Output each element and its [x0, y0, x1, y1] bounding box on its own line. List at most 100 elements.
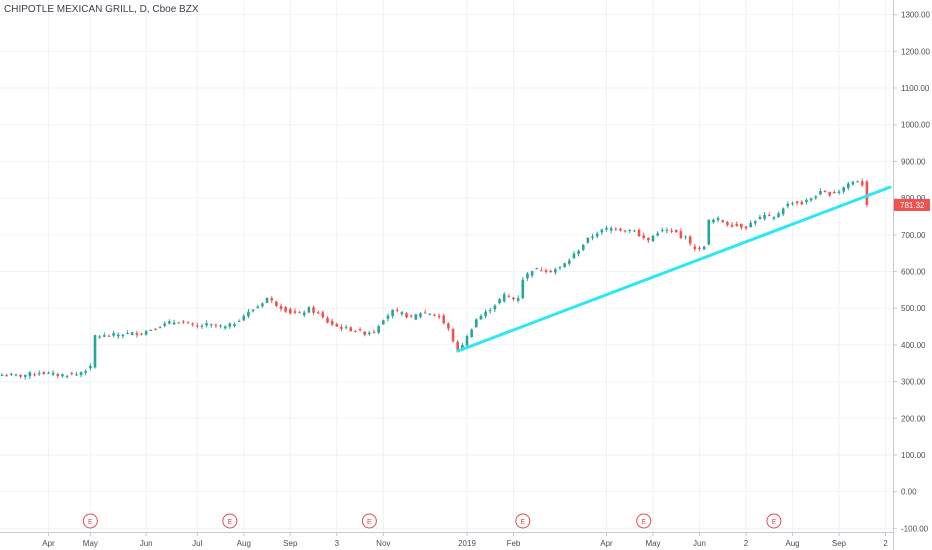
earnings-marker[interactable]: E [222, 513, 238, 529]
candle-body [437, 315, 441, 318]
candle-body [423, 312, 427, 314]
x-tick-label: Sep [832, 539, 847, 548]
earnings-marker-circle [222, 513, 238, 529]
earnings-marker-label: E [88, 519, 93, 526]
y-axis[interactable]: 1300.00 1200.00 1100.00 1000.00 900.00 800.00… [893, 11, 930, 534]
candle-body [116, 334, 120, 337]
candle-body [735, 224, 738, 226]
candle-body [493, 305, 497, 310]
candle-body [330, 320, 334, 325]
candle-body [647, 237, 650, 241]
candle-body [805, 199, 808, 203]
earnings-marker-circle [82, 513, 98, 529]
candle-body [23, 374, 27, 377]
candle-body [642, 235, 645, 239]
candle-body [326, 317, 329, 323]
candle-body [372, 331, 376, 333]
candle-body [163, 323, 167, 326]
candle-body [526, 273, 529, 279]
candle-body [688, 236, 692, 244]
x-axis[interactable]: Apr May Jun Jul Aug Sep 3 Nov 2019 Feb Apr May Jun 2 A… [42, 532, 888, 548]
candle-body [377, 326, 380, 333]
candle-body [191, 323, 194, 325]
candle-body [121, 334, 125, 337]
candle-body [572, 253, 576, 259]
x-tick-label: Jul [192, 539, 202, 548]
candle-body [433, 314, 436, 316]
candle-body [33, 374, 36, 376]
x-tick-label: 2 [744, 539, 749, 548]
candle-body [349, 327, 353, 331]
candle-body [196, 325, 199, 327]
candle-body [135, 333, 139, 336]
earnings-marker-label: E [367, 519, 372, 526]
candle-body [154, 328, 157, 330]
candle-body [363, 331, 366, 335]
candle-body [754, 221, 757, 224]
y-tick-label: 400.00 [901, 341, 926, 350]
earnings-marker-label: E [520, 519, 525, 526]
candle-body [70, 372, 74, 374]
candle-body [98, 336, 101, 338]
candle-body [814, 196, 818, 199]
candle-body [14, 374, 18, 376]
candle-body [558, 267, 562, 269]
candle-body [516, 298, 520, 301]
candle-body [628, 229, 632, 231]
candle-body [386, 315, 390, 319]
candle-body [130, 332, 134, 335]
earnings-marker-circle [515, 513, 531, 529]
candle-body [400, 312, 404, 315]
candle-body [19, 374, 22, 377]
candle-body [158, 327, 162, 329]
candle-body [795, 201, 799, 204]
x-tick-label: Aug [237, 539, 251, 548]
y-tick-label: 200.00 [901, 414, 926, 423]
candle-body [298, 312, 301, 314]
candle-body [484, 311, 487, 317]
candle-body [721, 220, 725, 223]
y-tick-label: 600.00 [901, 268, 926, 277]
earnings-marker[interactable]: E [636, 513, 652, 529]
candles [0, 178, 869, 380]
candle-body [205, 323, 208, 326]
candle-body [289, 309, 292, 314]
trendline-group [456, 185, 892, 353]
candle-body [456, 341, 459, 350]
candle-body [847, 183, 850, 189]
candle-body [251, 309, 255, 312]
trendline[interactable] [456, 185, 892, 353]
earnings-marker[interactable]: E [766, 513, 782, 529]
candle-body [633, 230, 636, 232]
candle-body [428, 313, 432, 315]
earnings-marker[interactable]: E [515, 513, 531, 529]
candle-body [419, 313, 422, 317]
candle-body [307, 307, 311, 313]
x-tick-label: Feb [507, 539, 521, 548]
candle-body [684, 236, 687, 238]
candle-body [144, 331, 148, 335]
candle-body [0, 374, 4, 376]
candle-body [749, 222, 752, 228]
candle-body [172, 322, 176, 325]
candle-body [126, 332, 129, 334]
earnings-marker[interactable]: E [82, 513, 98, 529]
earnings-marker-label: E [641, 519, 646, 526]
candle-body [698, 247, 701, 250]
candle-body [609, 228, 613, 231]
candle-body [702, 246, 706, 250]
candle-body [219, 325, 222, 327]
candle-body [186, 322, 190, 324]
candle-body [656, 233, 659, 236]
x-tick-label: Sep [283, 539, 298, 548]
candle-body [65, 376, 69, 378]
candle-body [837, 191, 841, 194]
candle-body [833, 192, 836, 194]
candle-body [763, 214, 766, 219]
candle-body [140, 333, 143, 335]
earnings-marker[interactable]: E [361, 513, 377, 529]
candle-body [726, 221, 729, 225]
